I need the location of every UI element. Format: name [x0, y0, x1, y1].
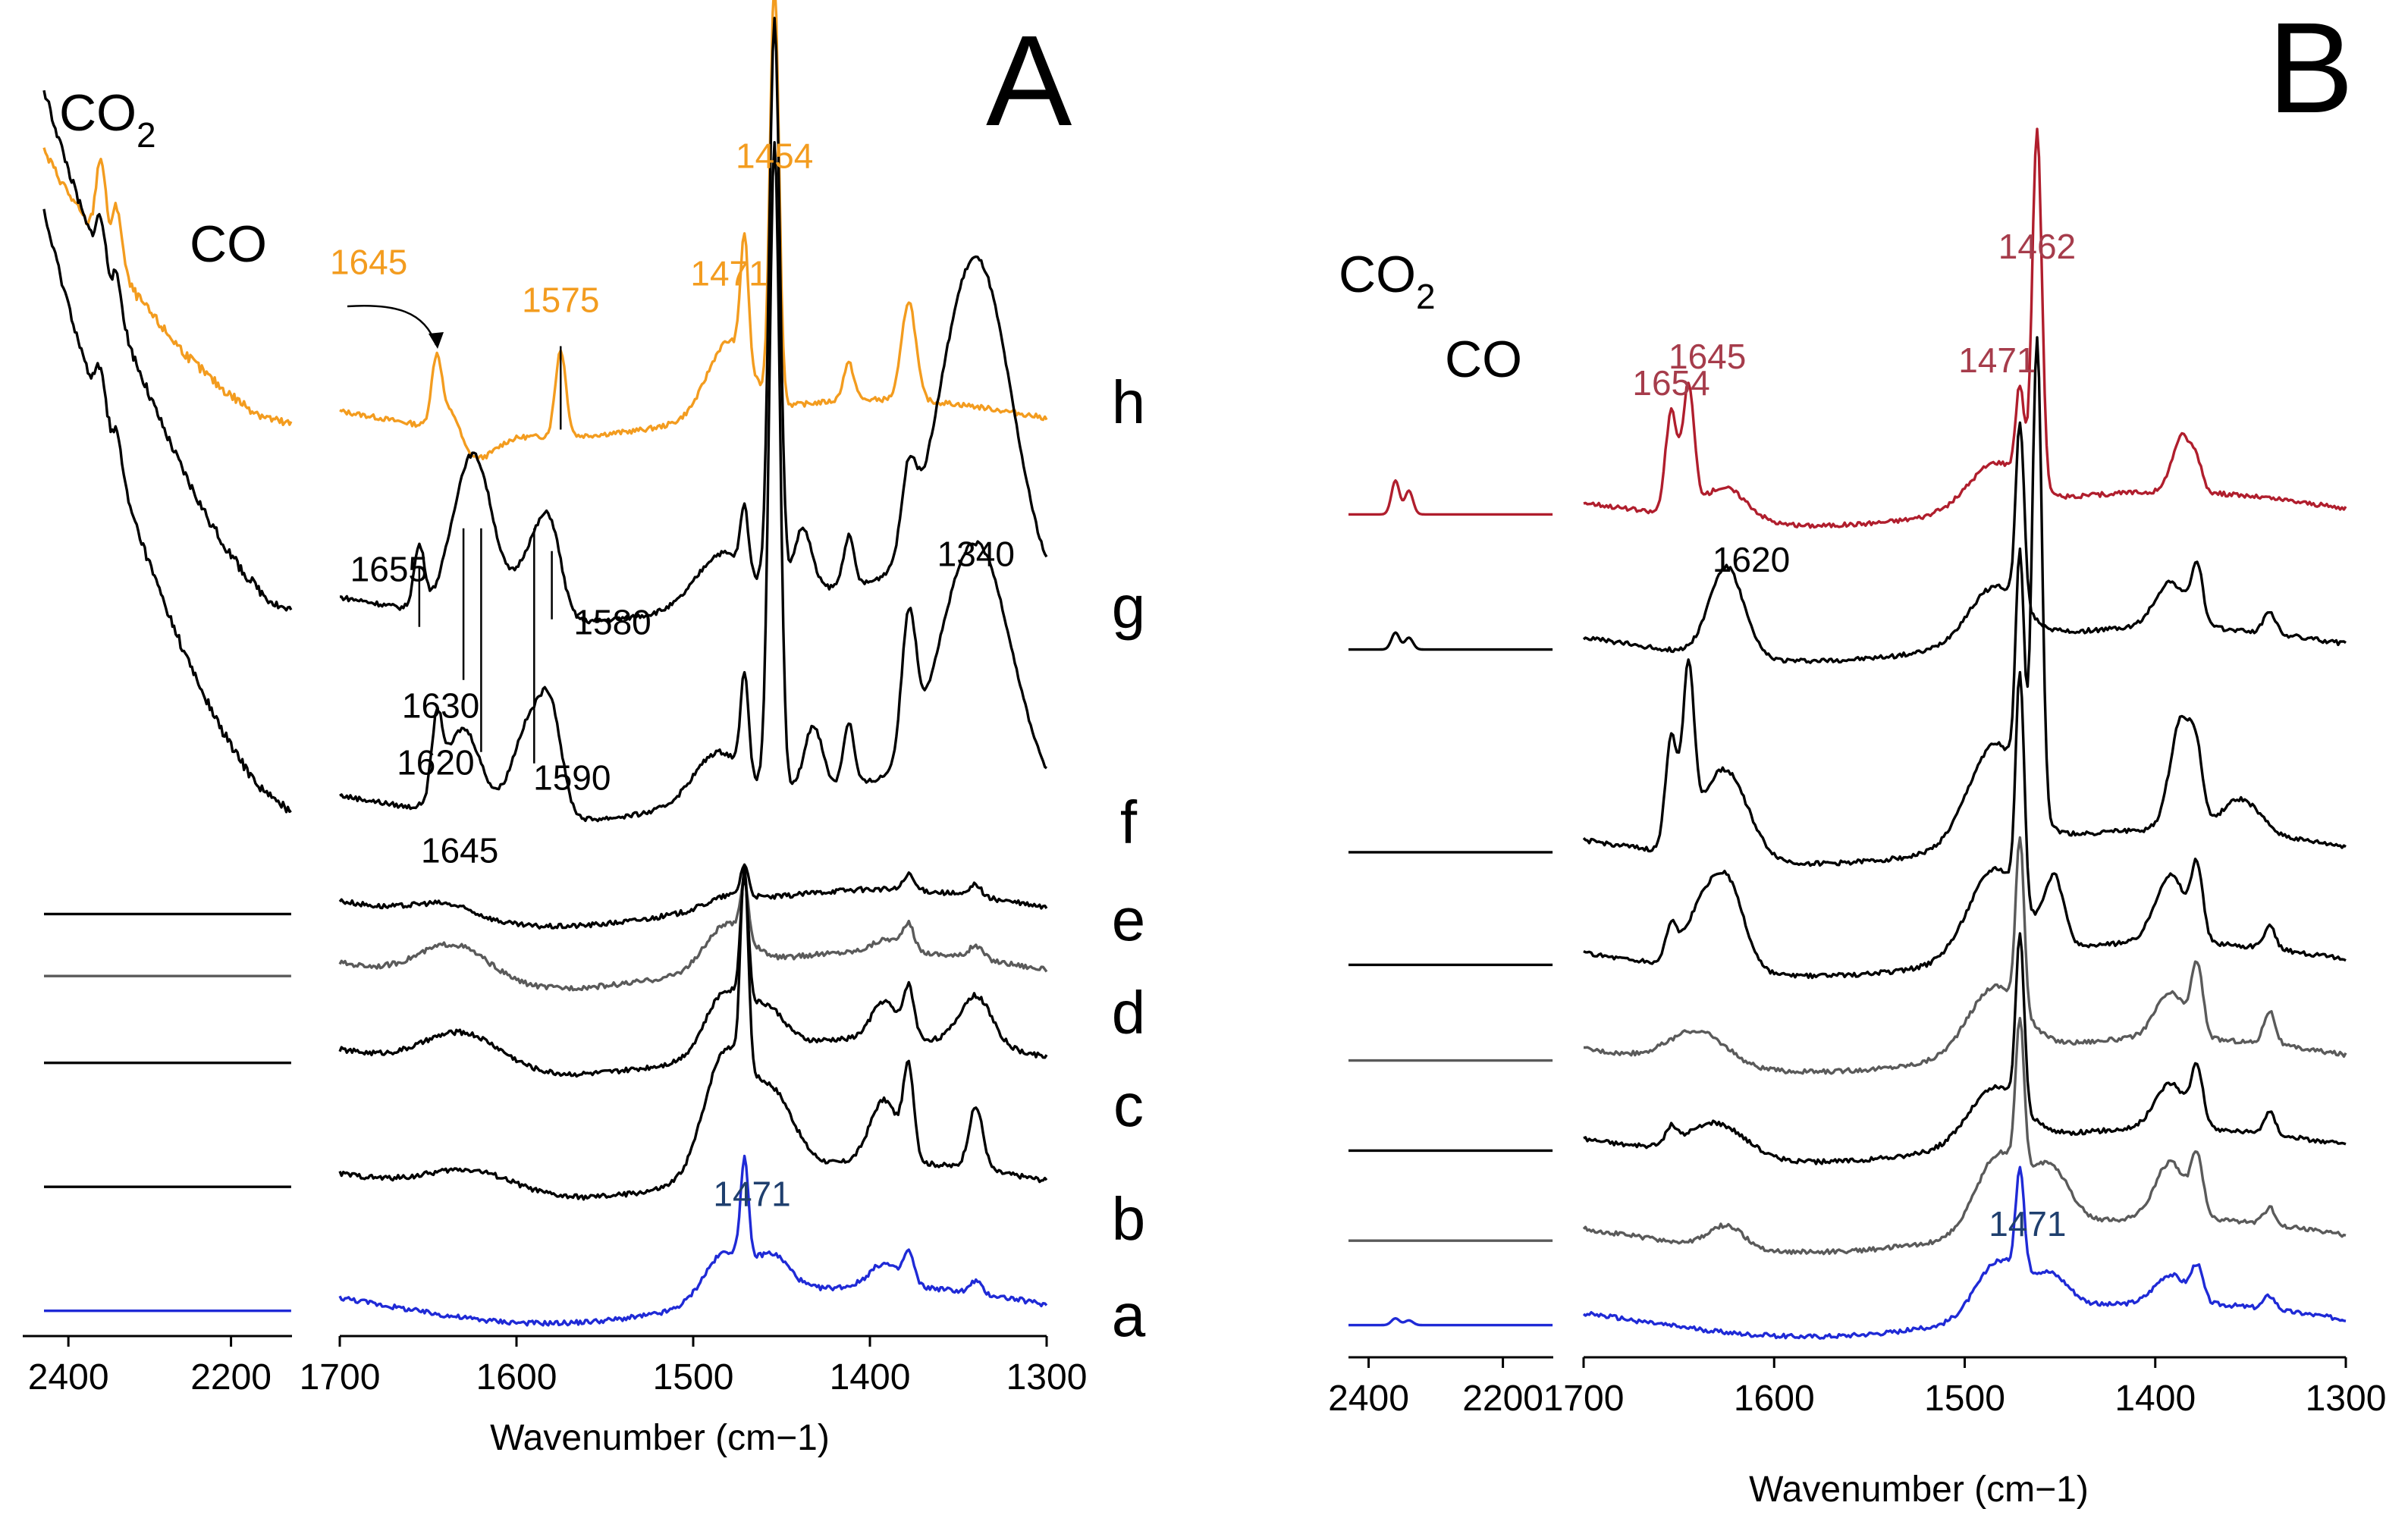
panel-a-right-traces [338, 0, 1048, 1327]
trace-letter-g: g [1112, 573, 1146, 641]
panel-b-letter: B [2268, 0, 2353, 140]
tick-label-right-1700: 1700 [300, 1357, 381, 1397]
peak-label-h-1471: 1471 [1958, 340, 2036, 380]
tick-label-right-1300: 1300 [2306, 1379, 2387, 1419]
peak-label-e-1645: 1645 [421, 830, 498, 870]
trace-letter-f: f [1120, 789, 1138, 856]
trace-a-right [1582, 1165, 2347, 1340]
peak-label-h-1654: 1654 [1632, 363, 1709, 403]
tick-label-right-1600: 1600 [1734, 1379, 1815, 1419]
peak-label-a-1471: 1471 [1989, 1204, 2066, 1244]
trace-d-right [338, 875, 1048, 992]
peak-label-h-1462: 1462 [1998, 227, 2076, 266]
trace-g-left [42, 89, 293, 612]
trace-letter-a: a [1112, 1281, 1146, 1349]
panel-b-co-label: CO [1445, 331, 1522, 388]
trace-g-left [1348, 631, 1553, 651]
trace-a-right [338, 1154, 1048, 1327]
trace-letter-c: c [1113, 1071, 1144, 1139]
tick-label-left-2400: 2400 [28, 1357, 109, 1397]
trace-h-left [42, 147, 293, 426]
peak-label-g-1590: 1590 [533, 758, 611, 798]
peak-label-g-1340: 1340 [937, 535, 1015, 574]
tick-label-right-1600: 1600 [476, 1357, 557, 1397]
tick-label-right-1300: 1300 [1006, 1357, 1088, 1397]
tick-label-left-2400: 2400 [1328, 1379, 1409, 1419]
peak-label-g-1630: 1630 [402, 686, 479, 726]
peak-label-h-1454: 1454 [736, 136, 813, 175]
trace-letter-h: h [1112, 369, 1146, 436]
tick-label-left-2200: 2200 [190, 1357, 272, 1397]
trace-b-right [338, 864, 1048, 1201]
tick-label-left-2200: 2200 [1462, 1379, 1543, 1419]
peak-label-g-1655: 1655 [350, 550, 428, 589]
trace-letter-b: b [1112, 1185, 1146, 1253]
panel-a-arrow-head [429, 332, 444, 349]
panel-a-peak-labels: 1645 1575 1471 1454 1655 1630 1620 1590 1580 1340… [330, 136, 1015, 1213]
trace-f-right [339, 141, 1048, 823]
trace-f-left [42, 209, 292, 814]
trace-h-right [1583, 127, 2347, 529]
tick-label-right-1400: 1400 [830, 1357, 911, 1397]
peak-label-h-1471: 1471 [690, 253, 768, 293]
trace-c-right [338, 874, 1048, 1078]
panel-a-co-label: CO [190, 215, 267, 273]
panel-a-ticks: 2400 2200 1700 1600 1500 1400 1300 [28, 1336, 1088, 1397]
peak-label-h-1575: 1575 [522, 280, 599, 319]
trace-g-right [340, 17, 1048, 625]
trace-h-right [339, 0, 1048, 461]
panel-a-co2-label: CO2 [59, 84, 156, 155]
peak-label-h-1645: 1645 [1669, 337, 1746, 376]
tick-label-right-1400: 1400 [2114, 1379, 2196, 1419]
trace-d-right [1584, 836, 2347, 1075]
panel-b-co2-label: CO2 [1339, 246, 1436, 316]
trace-e-right [1583, 670, 2347, 980]
panel-b-xlabel: Wavenumber (cm−1) [1749, 1470, 2089, 1510]
peak-label-h-1645: 1645 [330, 242, 407, 281]
panel-a-arrow-line [347, 304, 438, 346]
trace-e-right [338, 863, 1048, 930]
panel-b-ticks: 2400 2200 1700 1600 1500 1400 1300 [1328, 1357, 2386, 1419]
panel-b-left-traces [1348, 479, 1553, 1327]
panel-a-xlabel: Wavenumber (cm−1) [490, 1418, 830, 1458]
panel-a-peak-markers [418, 346, 562, 764]
panel-b-right-traces [1582, 127, 2347, 1340]
trace-c-right [1583, 932, 2347, 1165]
tick-label-right-1700: 1700 [1543, 1379, 1625, 1419]
peak-label-a-1471: 1471 [713, 1174, 790, 1213]
peak-label-g-1620: 1620 [397, 743, 474, 783]
trace-g-right [1582, 421, 2347, 664]
trace-letter-e: e [1112, 886, 1146, 953]
peak-label-g-1620: 1620 [1713, 540, 1790, 579]
panel-a-letter: A [986, 9, 1072, 153]
peak-label-g-1580: 1580 [573, 603, 651, 642]
trace-letter-d: d [1112, 979, 1146, 1046]
tick-label-right-1500: 1500 [653, 1357, 734, 1397]
panel-a-left-traces [42, 89, 293, 1313]
tick-label-right-1500: 1500 [1924, 1379, 2005, 1419]
trace-b-right [1582, 1017, 2347, 1256]
panel-a: A 1645 1575 1471 1454 1655 1630 1620 1590 1580 13… [23, 0, 1146, 1458]
trace-h-left [1348, 479, 1553, 516]
trace-a-left [1348, 1316, 1553, 1327]
trace-f-right [1582, 336, 2347, 867]
